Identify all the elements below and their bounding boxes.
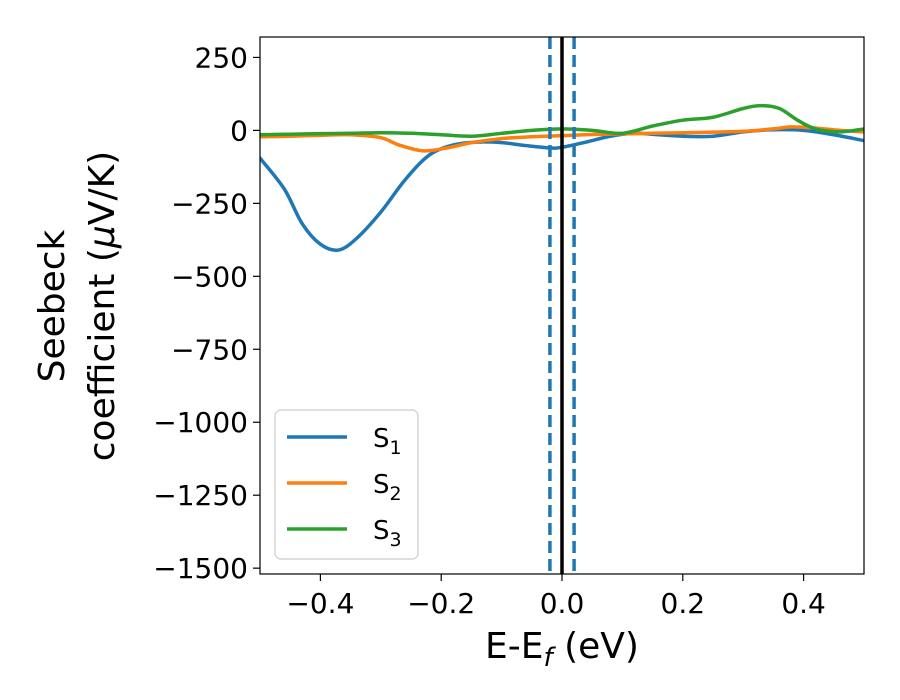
- x-axis-title: E-Ef (eV): [485, 626, 639, 673]
- x-axis-ticks: −0.4 −0.2 0.0 0.2 0.4: [286, 574, 826, 620]
- y-tick-label: −250: [171, 187, 248, 220]
- y-axis-title-line2: coefficient (μV/K): [82, 151, 123, 461]
- x-tick-label: 0.4: [781, 587, 826, 620]
- x-tick-label: −0.4: [286, 587, 354, 620]
- reference-lines: [548, 37, 576, 574]
- x-tick-label: 0.2: [661, 587, 706, 620]
- x-tick-label: 0.0: [540, 587, 585, 620]
- y-axis-title: Seebeck coefficient (μV/K): [32, 151, 123, 461]
- legend-label-s1: S1: [373, 424, 402, 459]
- legend-label-s2: S2: [373, 470, 402, 505]
- y-tick-label: −750: [171, 333, 248, 366]
- y-tick-label: −1500: [153, 552, 248, 585]
- y-tick-label: −500: [171, 260, 248, 293]
- legend-label-s3: S3: [373, 516, 402, 551]
- y-tick-label: 250: [195, 41, 248, 74]
- x-tick-label: −0.2: [407, 587, 475, 620]
- y-tick-label: −1250: [153, 479, 248, 512]
- series-line-s3: [260, 103, 864, 139]
- y-tick-label: 0: [230, 114, 248, 147]
- y-axis-ticks: 250 0 −250 −500 −750 −1000 −1250 −1500: [153, 41, 260, 585]
- y-tick-label: −1000: [153, 406, 248, 439]
- legend: S1 S2 S3: [274, 409, 419, 560]
- y-axis-title-line1: Seebeck: [32, 229, 73, 382]
